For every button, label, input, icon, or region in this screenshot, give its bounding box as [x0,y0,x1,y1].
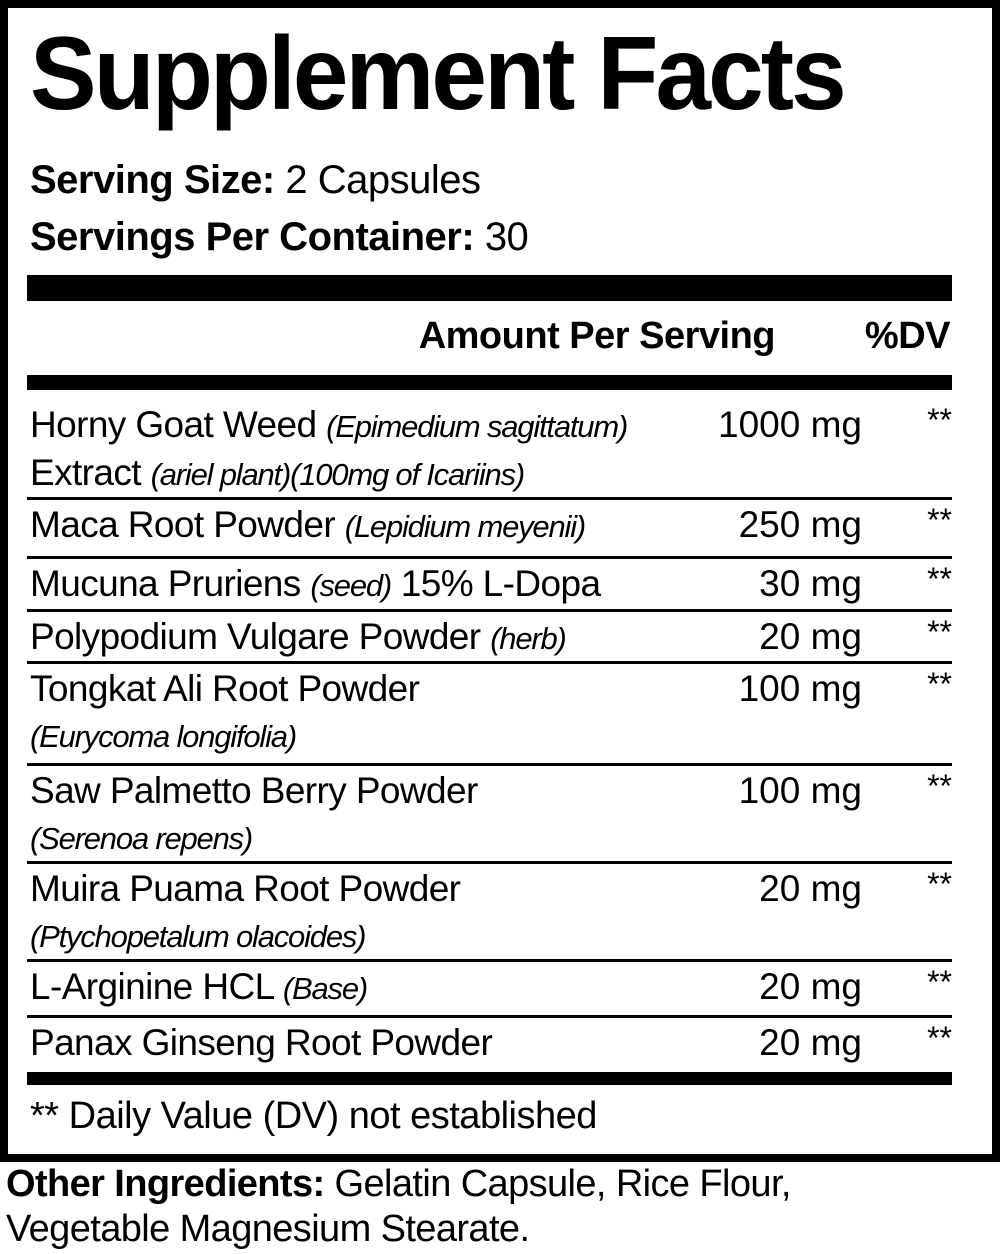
ingredient-dv: ** [927,666,952,702]
ingredient-amount: 20 mg [759,868,862,909]
ingredient-amount: 1000 mg [718,404,862,445]
ingredient-name: Muira Puama Root Powder (Ptychopetalum ol… [30,868,461,954]
supplement-facts-panel [0,0,1000,1162]
ingredient-row: Tongkat Ali Root Powder (Eurycoma longifo… [27,664,952,766]
ingredient-dv: ** [927,614,952,650]
servings-per-container: Servings Per Container: 30 [30,215,529,259]
ingredient-name: L-Arginine HCL (Base) [30,966,368,1007]
dv-header: %DV [864,315,951,357]
ingredient-amount: 100 mg [738,668,862,709]
amount-header: Amount Per Serving [418,315,776,357]
ingredient-row: Polypodium Vulgare Powder (herb) 20 mg ** [27,612,952,664]
ingredient-amount: 20 mg [759,1022,862,1063]
ingredient-dv: ** [927,561,952,597]
ingredient-amount: 20 mg [759,966,862,1007]
ingredient-dv: ** [927,964,952,1000]
divider [27,375,952,390]
ingredient-name: Panax Ginseng Root Powder [30,1022,493,1063]
ingredient-amount: 100 mg [738,770,862,811]
ingredient-row: Saw Palmetto Berry Powder (Serenoa repens… [27,766,952,864]
ingredient-row: Mucuna Pruriens (seed) 15% L-Dopa 30 mg ** [27,559,952,612]
ingredient-name: Maca Root Powder (Lepidium meyenii) [30,504,586,545]
panel-title: Supplement Facts [30,16,847,132]
ingredient-amount: 30 mg [759,563,862,604]
other-ingredients: Other Ingredients: Gelatin Capsule, Rice… [6,1163,791,1250]
ingredient-name: Polypodium Vulgare Powder (herb) [30,616,567,657]
ingredient-row: Panax Ginseng Root Powder 20 mg ** [27,1018,952,1072]
ingredient-row: Maca Root Powder (Lepidium meyenii) 250 m… [27,500,952,559]
ingredient-row: Muira Puama Root Powder (Ptychopetalum ol… [27,864,952,962]
ingredient-name: Saw Palmetto Berry Powder (Serenoa repens… [30,770,478,856]
ingredient-dv: ** [927,1020,952,1056]
serving-size: Serving Size: 2 Capsules [30,158,481,202]
ingredient-amount: 250 mg [738,504,862,545]
thick-divider [27,275,952,301]
ingredient-name: Horny Goat Weed (Epimedium sagittatum) Ex… [30,404,628,493]
ingredient-amount: 20 mg [759,616,862,657]
ingredient-name: Mucuna Pruriens (seed) 15% L-Dopa [30,563,601,604]
divider [27,1072,952,1085]
footnote: ** Daily Value (DV) not established [30,1095,597,1137]
ingredient-dv: ** [927,866,952,902]
ingredient-row: Horny Goat Weed (Epimedium sagittatum) Ex… [27,400,952,500]
ingredient-dv: ** [927,768,952,804]
ingredient-dv: ** [927,502,952,538]
ingredient-dv: ** [927,402,952,438]
ingredient-row: L-Arginine HCL (Base) 20 mg ** [27,962,952,1018]
ingredient-name: Tongkat Ali Root Powder (Eurycoma longifo… [30,668,420,754]
